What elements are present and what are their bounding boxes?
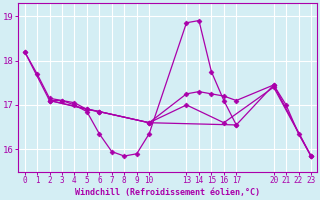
X-axis label: Windchill (Refroidissement éolien,°C): Windchill (Refroidissement éolien,°C) (75, 188, 260, 197)
